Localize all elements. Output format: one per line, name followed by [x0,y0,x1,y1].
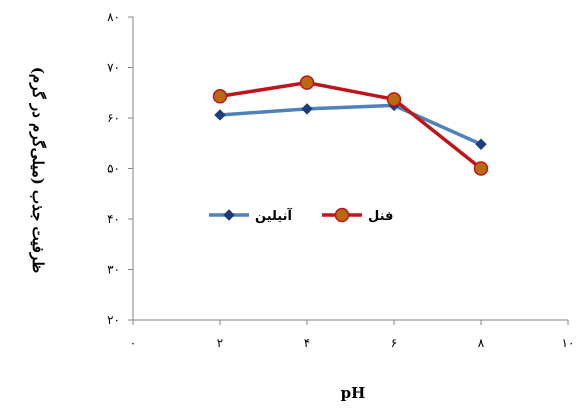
legend-swatch-marker [223,209,235,221]
data-point [212,89,228,104]
series-layer [212,75,489,176]
x-tick-label: ۲ [217,336,223,350]
x-ticks: ۰ ۲ ۴ ۶ ۸ ۱۰ [130,320,575,350]
data-point [475,138,487,150]
x-axis-label: pH [341,384,366,402]
series-line [219,103,482,146]
y-tick-label: ۷۰ [107,61,120,75]
legend-swatch-marker [334,207,350,223]
y-ticks: ۲۰ ۳۰ ۴۰ ۵۰ ۶۰ ۷۰ ۸۰ [107,10,133,327]
data-point [473,161,489,176]
data-point [386,92,402,107]
legend-label: آنیلین [255,207,293,224]
data-point [214,109,226,121]
x-tick-label: ۶ [391,336,397,350]
legend-entry: فنل [322,207,393,224]
legend: فنل آنیلین [209,207,393,224]
series-2 [212,75,489,176]
data-point [299,75,315,90]
legend-entry: آنیلین [209,207,293,224]
data-point [301,103,313,115]
x-tick-label: ۴ [304,336,310,350]
legend-label: فنل [368,209,393,224]
y-tick-label: ۸۰ [107,10,120,24]
y-tick-label: ۲۰ [107,313,120,327]
y-tick-label: ۶۰ [107,111,120,125]
y-tick-label: ۵۰ [107,162,120,176]
x-tick-label: ۸ [478,336,485,350]
series-line [219,80,483,170]
x-tick-label: ۰ [130,336,136,350]
y-tick-label: ۴۰ [107,212,120,226]
y-tick-label: ۳۰ [107,263,120,277]
x-tick-label: ۱۰ [562,336,575,350]
y-axis-label: ظرفیت جذب (میلی‌گرم در گرم) [29,67,47,273]
